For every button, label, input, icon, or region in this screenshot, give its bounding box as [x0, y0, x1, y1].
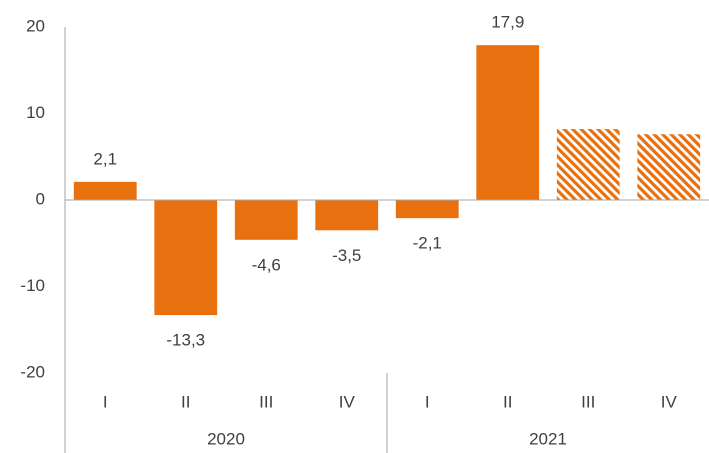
x-tick-label: I — [103, 392, 108, 411]
x-tick-label: II — [181, 392, 190, 411]
y-tick-label: 0 — [36, 189, 45, 208]
bar — [476, 45, 540, 200]
x-tick-label: III — [259, 392, 273, 411]
bar — [556, 129, 620, 200]
x-tick-label: II — [503, 392, 512, 411]
data-label: 2,1 — [93, 149, 117, 168]
bar — [234, 200, 298, 240]
group-label: 2021 — [529, 429, 567, 448]
y-tick-label: 20 — [26, 16, 45, 35]
x-tick-label: I — [425, 392, 430, 411]
data-label: -2,1 — [413, 234, 442, 253]
y-tick-label: 10 — [26, 103, 45, 122]
bar — [395, 200, 459, 219]
x-tick-label: III — [581, 392, 595, 411]
data-label: -3,5 — [332, 246, 361, 265]
x-tick-label: IV — [339, 392, 356, 411]
group-label: 2020 — [207, 429, 245, 448]
bar — [154, 200, 218, 316]
bar — [315, 200, 379, 231]
y-tick-label: -20 — [20, 362, 45, 381]
y-tick-label: -10 — [20, 276, 45, 295]
bar — [73, 181, 137, 200]
x-tick-label: IV — [661, 392, 678, 411]
data-label: -4,6 — [252, 255, 281, 274]
bar — [637, 134, 701, 200]
data-label: -13,3 — [166, 331, 205, 350]
data-label: 17,9 — [491, 13, 524, 32]
